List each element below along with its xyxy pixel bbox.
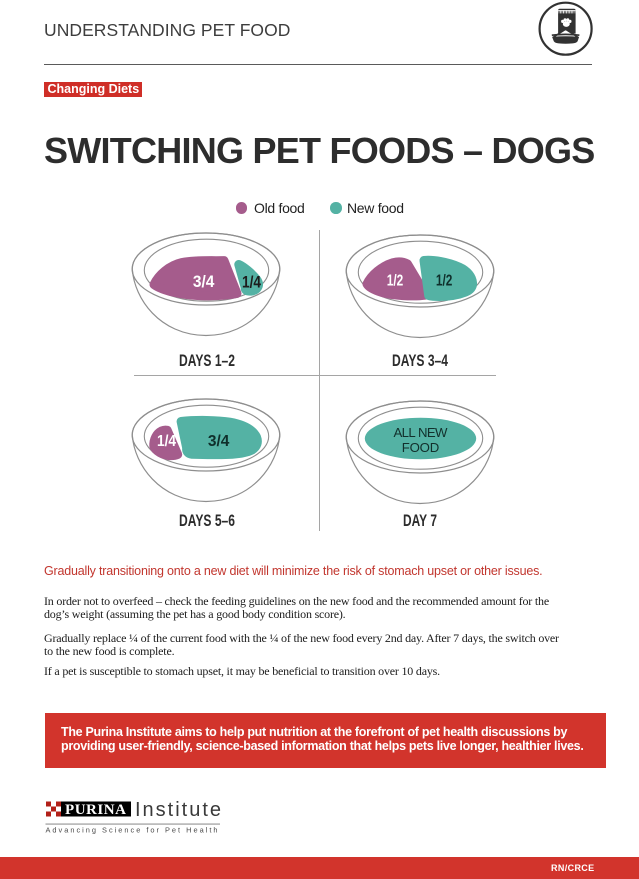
svg-text:1/2: 1/2 [387,273,404,290]
svg-text:1/4: 1/4 [242,273,261,292]
svg-text:DAYS 1–2: DAYS 1–2 [179,352,235,370]
svg-text:3/4: 3/4 [193,272,215,291]
svg-text:1/2: 1/2 [436,273,453,290]
svg-text:1/4: 1/4 [157,433,176,450]
svg-text:3/4: 3/4 [208,433,230,450]
svg-text:ALL NEW: ALL NEW [394,425,449,440]
svg-text:Institute: Institute [135,799,221,821]
svg-text:PURINA: PURINA [65,802,127,818]
svg-text:DAYS 5–6: DAYS 5–6 [179,512,235,530]
svg-text:DAY 7: DAY 7 [403,512,437,530]
svg-text:Advancing Science for Pet Heal: Advancing Science for Pet Health [46,826,218,835]
svg-text:DAYS 3–4: DAYS 3–4 [392,352,449,370]
svg-text:FOOD: FOOD [402,440,440,455]
